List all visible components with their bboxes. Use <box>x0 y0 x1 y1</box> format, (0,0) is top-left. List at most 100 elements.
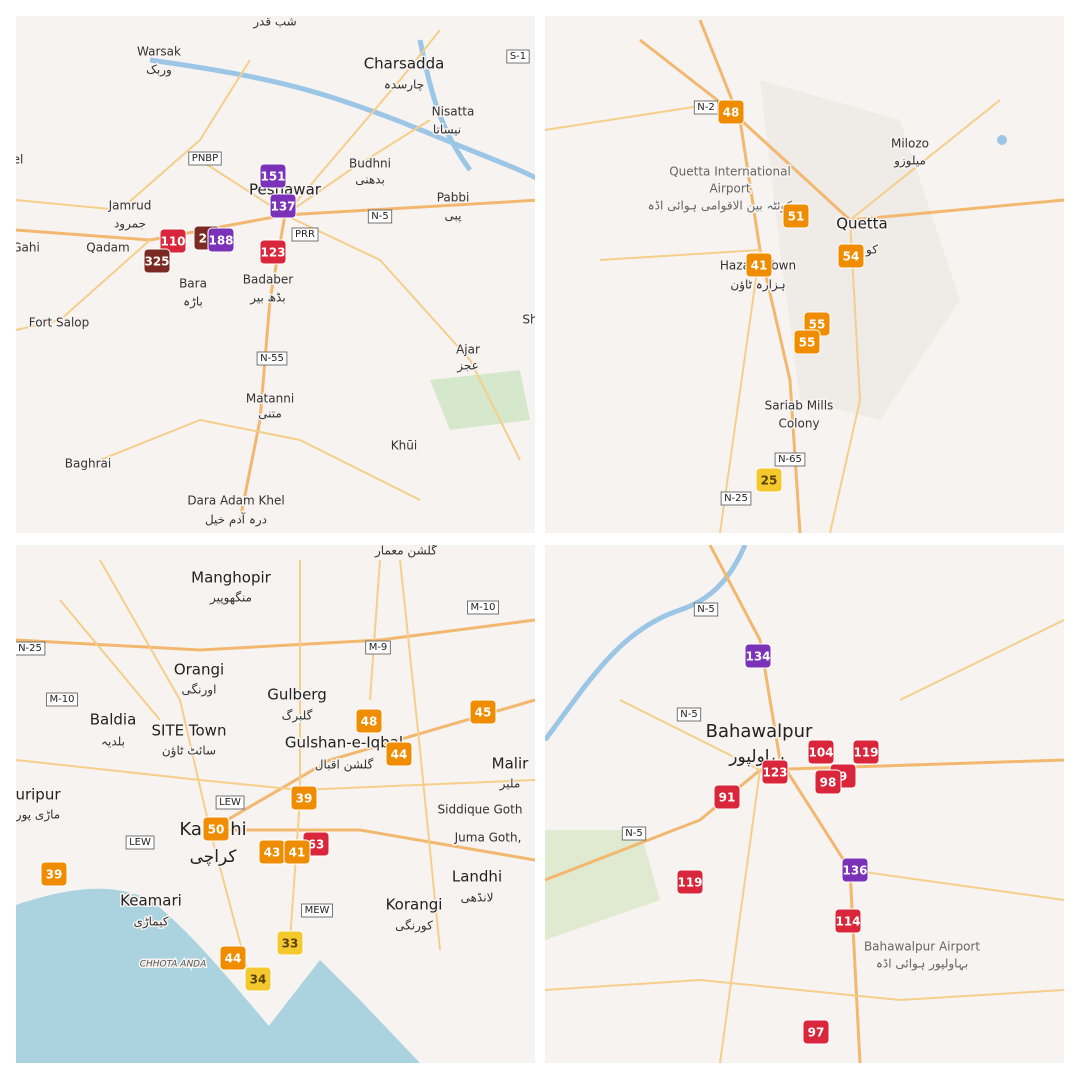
aqi-marker[interactable]: 55 <box>793 329 821 355</box>
aqi-value: 45 <box>475 706 492 720</box>
aqi-marker[interactable]: 45 <box>469 699 497 725</box>
road-shield-box <box>215 795 245 810</box>
aqi-marker-box <box>713 784 741 810</box>
place-label: گلبرگ <box>282 709 313 724</box>
place-label: Sh <box>522 313 537 327</box>
aqi-marker-box <box>807 739 835 765</box>
aqi-marker[interactable]: 114 <box>834 908 862 934</box>
place-label: متنی <box>258 407 282 421</box>
aqi-value: 104 <box>808 746 833 760</box>
aqi-marker[interactable]: 188 <box>207 227 235 253</box>
place-label: Airport <box>709 182 750 196</box>
aqi-value: 34 <box>250 973 267 987</box>
place-label: منگھوپیر <box>209 591 252 606</box>
aqi-marker-box <box>385 741 413 767</box>
place-label: Baghrai <box>65 457 111 471</box>
place-label: Ajar <box>456 343 480 357</box>
aqi-marker[interactable]: 44 <box>385 741 413 767</box>
place-label: کورنگی <box>395 919 433 934</box>
road-shield: N-5 <box>371 211 388 222</box>
aqi-marker[interactable]: 134 <box>744 643 772 669</box>
aqi-marker[interactable]: 119 <box>852 739 880 765</box>
aqi-marker[interactable]: 91 <box>713 784 741 810</box>
aqi-marker[interactable]: 48 <box>717 99 745 125</box>
place-label: Pabbi <box>437 191 470 205</box>
road-shield-box <box>720 491 752 506</box>
place-label: Milozo <box>891 137 929 151</box>
aqi-marker-box <box>219 945 247 971</box>
place-label: کیماڑی <box>133 915 168 930</box>
aqi-marker[interactable]: 44 <box>219 945 247 971</box>
place-label: Quetta <box>836 215 888 233</box>
aqi-marker[interactable]: 136 <box>841 857 869 883</box>
aqi-marker-box <box>469 699 497 725</box>
aqi-value: 33 <box>282 937 299 951</box>
aqi-value: 325 <box>144 255 169 269</box>
aqi-marker[interactable]: 48 <box>355 708 383 734</box>
place-label: Korangi <box>386 896 443 914</box>
place-label: جمرود <box>114 217 146 232</box>
map-karachi[interactable]: گلشن معمار Manghopir منگھوپیر M-10 N-25 M-9 Or… <box>15 544 535 1064</box>
place-label: وربک <box>146 63 172 78</box>
aqi-marker[interactable]: 54 <box>837 243 865 269</box>
road-shield-box <box>506 49 530 64</box>
aqi-value: 48 <box>723 106 740 120</box>
aqi-marker-box <box>837 243 865 269</box>
road-shield: N-2 <box>697 102 714 113</box>
road-shield: LEW <box>219 797 241 808</box>
aqi-marker[interactable]: 123 <box>761 759 789 785</box>
aqi-marker[interactable]: 39 <box>290 785 318 811</box>
aqi-marker[interactable]: 43 <box>258 839 286 865</box>
aqi-marker-box <box>717 99 745 125</box>
aqi-marker[interactable]: 50 <box>202 816 230 842</box>
aqi-marker[interactable]: 39 <box>40 861 68 887</box>
place-label: Qadam <box>86 241 129 255</box>
place-label: Charsadda <box>364 55 445 73</box>
place-label: ہزارہ ٹاؤن <box>730 278 785 293</box>
place-label: Colony <box>778 417 819 431</box>
road-shield: M-10 <box>50 694 75 705</box>
aqi-marker[interactable]: 51 <box>782 203 810 229</box>
map-peshawar[interactable]: شب قدر Warsak وربک Charsadda چارسدہ S-1 Nisatt… <box>12 15 540 534</box>
aqi-value: 55 <box>799 336 816 350</box>
aqi-marker[interactable]: 41 <box>283 839 311 865</box>
map-quetta[interactable]: N-2 Milozo میلوزو Quetta International Airpo… <box>545 16 1064 533</box>
aqi-marker[interactable]: 41 <box>745 252 773 278</box>
aqi-marker-box <box>834 908 862 934</box>
road-shield: N-55 <box>260 353 284 364</box>
place-label: گلشن اقبال <box>315 758 374 773</box>
aqi-marker[interactable]: 33 <box>276 930 304 956</box>
aqi-marker[interactable]: 97 <box>802 1019 830 1045</box>
road-shield: N-5 <box>625 828 642 839</box>
place-label: Dara Adam Khel <box>187 494 284 508</box>
place-label: Budhni <box>349 157 391 171</box>
road-shield-box <box>365 640 391 655</box>
aqi-marker-box <box>355 708 383 734</box>
place-label: نیساتا <box>433 123 461 137</box>
aqi-value: 188 <box>208 234 233 248</box>
aqi-marker[interactable]: 98 <box>814 769 842 795</box>
aqi-value: 43 <box>264 846 281 860</box>
road-shield: M-10 <box>471 602 496 613</box>
aqi-marker[interactable]: 325 <box>143 248 171 274</box>
place-label: Gulberg <box>267 686 326 704</box>
place-label: Khūi <box>391 439 417 453</box>
aqi-value: 39 <box>46 868 63 882</box>
aqi-marker[interactable]: 123 <box>259 239 287 265</box>
aqi-marker[interactable]: 34 <box>244 966 272 992</box>
aqi-marker[interactable]: 110 <box>159 228 187 254</box>
aqi-marker[interactable]: 151 <box>259 163 287 189</box>
place-label: Manghopir <box>191 569 272 587</box>
aqi-marker-box <box>259 239 287 265</box>
aqi-value: 119 <box>677 876 702 890</box>
aqi-marker[interactable]: 119 <box>676 869 704 895</box>
place-label: Landhi <box>452 868 502 886</box>
aqi-marker[interactable]: 104 <box>807 739 835 765</box>
aqi-marker[interactable]: 137 <box>269 193 297 219</box>
aqi-marker[interactable]: 25 <box>755 467 783 493</box>
aqi-marker-box <box>259 163 287 189</box>
road-shield-box <box>621 826 647 841</box>
place-label: کوئٹہ بین الاقوامی ہوائی اڈہ <box>648 199 793 214</box>
